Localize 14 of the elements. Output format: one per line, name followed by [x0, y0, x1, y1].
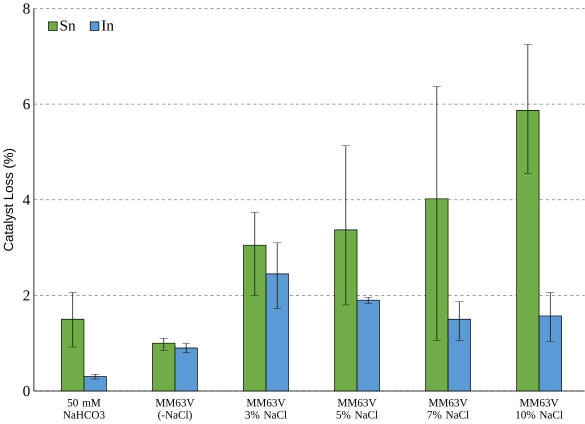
x-tick-label: 50 mM NaHCO3	[63, 398, 105, 419]
x-tick-label: MM63V 5% NaCl	[336, 398, 378, 419]
x-tick-label: MM63V (-NaCl)	[156, 398, 194, 421]
x-tick-label: MM63V 10% NaCl	[516, 398, 563, 419]
x-tick-label: MM63V 3% NaCl	[245, 398, 287, 419]
y-tick-label: 6	[23, 98, 30, 110]
x-tick-label: MM63V 7% NaCl	[428, 398, 469, 419]
legend-label: In	[102, 20, 114, 30]
legend-label: Sn	[60, 20, 76, 31]
y-tick-label: 0	[23, 386, 30, 396]
y-tick-label: 2	[23, 290, 30, 300]
y-tick-label: 8	[23, 3, 30, 14]
y-axis-title: Catalyst Loss (%)	[3, 148, 16, 251]
y-tick-label: 4	[22, 194, 30, 205]
